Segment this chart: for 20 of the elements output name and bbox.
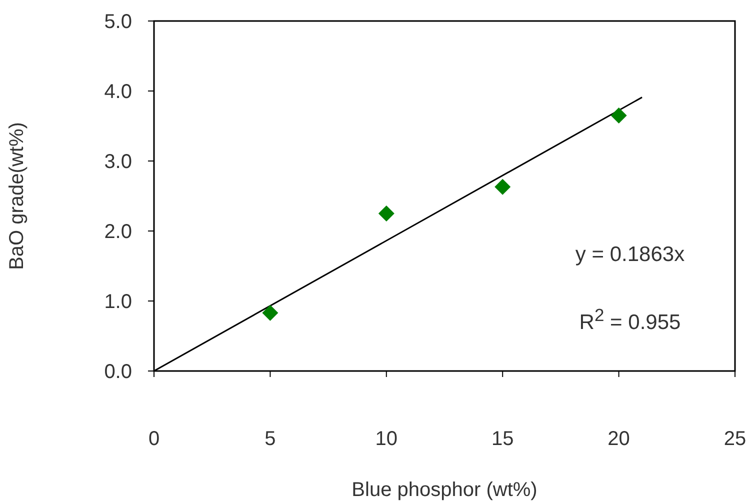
y-axis-title: BaO grade(wt%) [6, 122, 28, 270]
point [494, 178, 511, 195]
y-tick-label: 2.0 [104, 221, 132, 244]
y-tick-label: 3.0 [104, 151, 132, 174]
x-tick-label: 15 [491, 428, 514, 450]
y-tick-label: 0.0 [104, 361, 132, 384]
annotation: y = 0.1863x [574, 243, 686, 267]
x-axis-title: Blue phosphor (wt%) [352, 479, 538, 501]
x-tick-label: 5 [264, 428, 276, 450]
y-tick-label: 1.0 [104, 291, 132, 314]
x-tick-label: 10 [375, 428, 398, 450]
annotation: R$^{2}$ = 0.955 [578, 305, 682, 335]
point [262, 304, 278, 321]
x-tick-label: 0 [148, 428, 160, 450]
y-tick-label: 4.0 [104, 81, 132, 104]
point [610, 108, 627, 124]
x-tick-label: 25 [724, 428, 746, 450]
point [378, 206, 394, 222]
x-tick-label: 20 [608, 428, 630, 450]
y-tick-label: 5.0 [104, 11, 132, 34]
